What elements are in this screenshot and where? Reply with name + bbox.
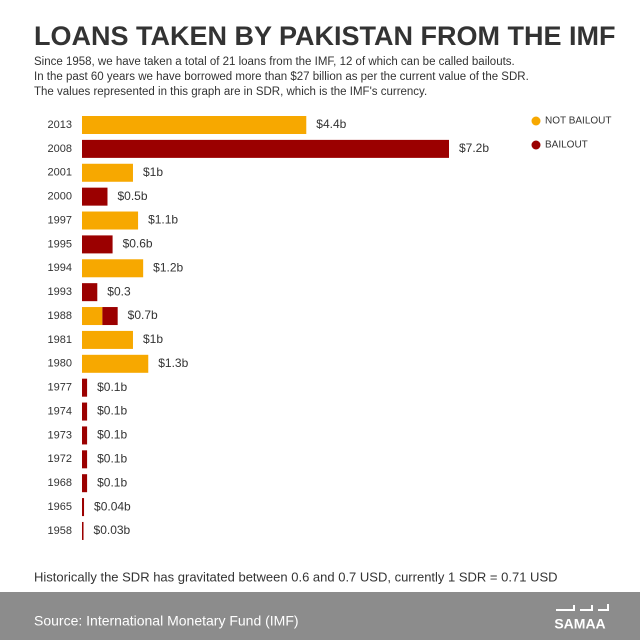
bar [82,307,103,326]
bar [82,259,144,278]
bar [82,498,85,517]
bar [82,211,139,230]
bar [82,116,307,134]
bar [82,378,88,397]
value-label: $0.1b [97,451,127,465]
y-tick-label: 2008 [48,143,72,155]
subtitle: Since 1958, we have taken a total of 21 … [34,56,515,68]
y-tick-label: 1981 [48,334,72,346]
value-label: $0.03b [94,523,131,537]
y-tick-label: 1965 [48,501,72,513]
legend-swatch [531,140,541,150]
value-label: $0.1b [97,428,127,442]
y-tick-label: 1972 [48,453,72,465]
subtitle: In the past 60 years we have borrowed mo… [34,71,529,83]
y-tick-label: 1974 [48,405,72,417]
y-tick-label: 1997 [48,214,72,226]
bar [82,163,133,182]
footnote: Historically the SDR has gravitated betw… [34,569,558,584]
y-tick-label: 1977 [48,382,72,394]
value-label: $0.1b [97,475,127,489]
y-tick-label: 1973 [48,429,72,441]
value-label: $4.4b [316,117,346,131]
value-label: $1.3b [158,356,188,370]
logo: SAMAA [554,616,605,632]
value-label: $0.1b [97,380,127,394]
y-tick-label: 1993 [48,286,72,298]
value-label: $1.1b [148,213,178,227]
bar [82,235,113,254]
bar [82,450,88,469]
y-tick-label: 1994 [48,262,72,274]
value-label: $7.2b [459,141,489,155]
value-label: $0.04b [94,499,131,513]
bar [102,307,118,326]
value-label: $0.3 [107,284,131,298]
value-label: $1b [143,332,163,346]
legend-label: NOT BAILOUT [545,116,612,127]
bar [82,521,84,540]
subtitle: The values represented in this graph are… [34,86,427,98]
y-tick-label: 1958 [48,525,72,537]
y-tick-label: 1988 [48,310,72,322]
y-tick-label: 1980 [48,358,72,370]
bar [82,426,88,445]
logo-glyph [556,604,609,611]
value-label: $1.2b [153,260,183,274]
value-label: $0.7b [128,308,158,322]
bar [82,139,449,158]
bar [82,330,133,349]
y-tick-label: 2013 [48,119,72,131]
bar [82,283,98,302]
value-label: $0.6b [123,237,153,251]
y-tick-label: 1995 [48,238,72,250]
footer [0,592,640,640]
bar [82,402,88,421]
bar [82,474,88,493]
value-label: $0.1b [97,404,127,418]
bar [82,354,149,373]
y-tick-label: 1968 [48,477,72,489]
value-label: $1b [143,165,163,179]
chart-title: LOANS TAKEN BY PAKISTAN FROM THE IMF [34,21,616,51]
source: Source: International Monetary Fund (IMF… [34,613,299,629]
bar [82,187,108,206]
y-tick-label: 2001 [48,167,72,179]
legend-label: BAILOUT [545,140,588,151]
value-label: $0.5b [117,189,147,203]
y-tick-label: 2000 [48,191,72,203]
legend-swatch [531,116,541,126]
